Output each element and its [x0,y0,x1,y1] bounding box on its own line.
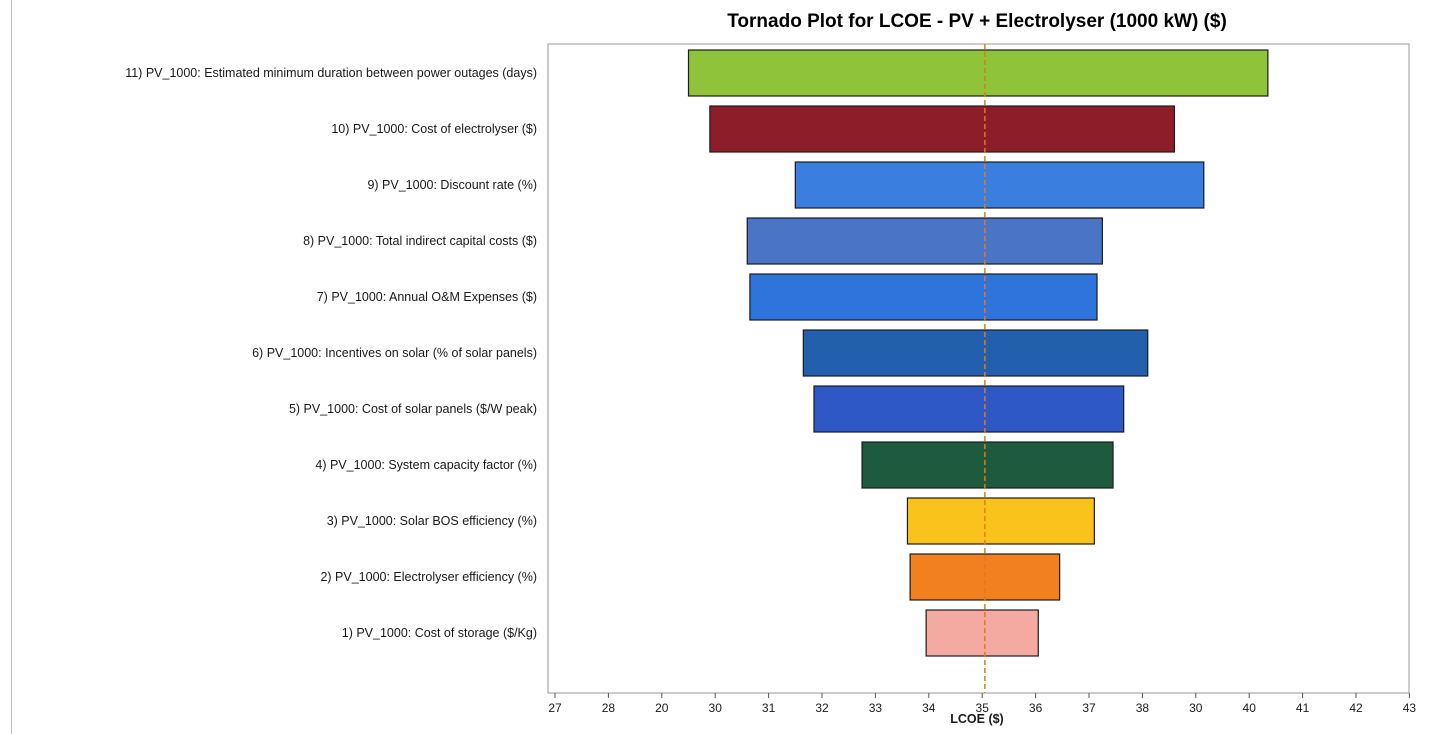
tornado-bar [813,385,1125,433]
x-tick-label: 31 [762,701,776,715]
x-tick-label: 41 [1296,701,1310,715]
category-label: 6) PV_1000: Incentives on solar (% of so… [252,346,537,360]
x-tick-label: 35 [976,701,990,715]
x-tick-label: 37 [1082,701,1096,715]
category-labels: 11) PV_1000: Estimated minimum duration … [125,66,537,640]
tornado-bar [709,105,1176,153]
tornado-bar [687,49,1269,97]
category-label: 11) PV_1000: Estimated minimum duration … [125,66,537,80]
x-tick-label: 43 [1403,701,1417,715]
category-label: 9) PV_1000: Discount rate (%) [367,178,537,192]
x-tick-label: 40 [1243,701,1257,715]
x-tick-label: 33 [869,701,883,715]
bars-layer [687,49,1269,657]
x-tick-label: 28 [602,701,616,715]
x-tick-label: 30 [1189,701,1203,715]
x-tick-label: 38 [1136,701,1150,715]
category-label: 10) PV_1000: Cost of electrolyser ($) [331,122,537,136]
tornado-bar [749,273,1098,321]
tornado-bar [802,329,1149,377]
category-label: 1) PV_1000: Cost of storage ($/Kg) [342,626,537,640]
tornado-bar [925,609,1039,657]
category-label: 3) PV_1000: Solar BOS efficiency (%) [327,514,537,528]
category-label: 7) PV_1000: Annual O&M Expenses ($) [317,290,537,304]
category-label: 5) PV_1000: Cost of solar panels ($/W pe… [289,402,537,416]
x-axis-label: LCOE ($) [950,712,1003,726]
chart-title: Tornado Plot for LCOE - PV + Electrolyse… [727,11,1227,32]
x-tick-label: 34 [922,701,936,715]
tornado-bar [906,497,1095,545]
category-label: 8) PV_1000: Total indirect capital costs… [303,234,537,248]
x-tick-label: 30 [709,701,723,715]
tornado-bar [794,161,1205,209]
category-label: 2) PV_1000: Electrolyser efficiency (%) [320,570,537,584]
x-tick-label: 36 [1029,701,1043,715]
x-axis-ticks: 27 28 20 30 31 32 33 34 35 36 37 38 30 40 41 42 43 [548,693,1416,715]
left-page-rule [11,0,12,734]
x-tick-label: 32 [815,701,829,715]
tornado-bar [861,441,1114,489]
tornado-bar [746,217,1103,265]
x-tick-label: 42 [1349,701,1363,715]
category-label: 4) PV_1000: System capacity factor (%) [315,458,537,472]
x-tick-label: 20 [655,701,669,715]
x-tick-label: 27 [548,701,562,715]
